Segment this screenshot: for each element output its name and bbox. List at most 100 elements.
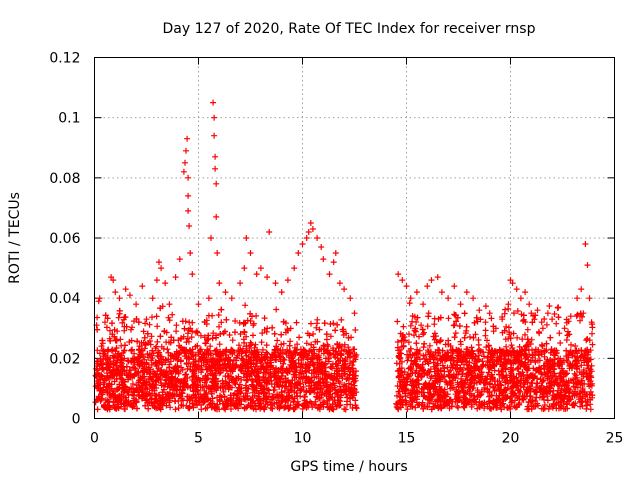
data-point [566,393,573,400]
data-point [579,313,585,320]
data-point [333,403,340,410]
data-point [110,277,117,284]
data-point [420,405,427,412]
data-point [213,334,219,341]
data-point [441,398,448,405]
data-point [486,405,493,412]
data-point [525,399,532,406]
data-point [213,180,220,187]
data-point [152,378,159,385]
data-point [210,382,217,389]
data-point [426,397,433,404]
x-tick-label: 0 [90,431,99,447]
y-tick-label: 0.12 [49,51,80,67]
data-point [413,319,420,325]
data-point [119,319,126,326]
data-point [525,405,532,412]
data-point [428,277,435,284]
data-point [500,400,507,407]
data-point [121,327,128,334]
data-point [584,346,591,353]
data-point [584,262,591,269]
data-point [244,403,251,410]
data-point [226,373,232,380]
data-point [258,383,264,390]
data-point [495,357,501,364]
data-point [525,386,532,393]
data-point [323,331,330,338]
data-point [308,320,314,327]
data-point [557,373,564,380]
data-point [210,376,217,383]
data-point [274,337,281,344]
data-point [515,350,522,357]
data-point [447,357,454,364]
data-point [215,351,222,358]
data-point [333,360,340,367]
data-point [411,351,418,358]
data-point [143,360,150,367]
data-point [482,319,489,326]
data-point [569,402,576,409]
data-point [189,271,196,278]
data-point [149,385,156,392]
y-tick-label: 0.02 [49,351,80,367]
data-point [513,286,520,293]
data-point [201,319,208,325]
data-point [338,352,345,359]
data-point [543,383,550,390]
data-point [310,331,317,337]
data-point [146,370,153,376]
data-point [233,375,240,382]
data-point [451,334,458,341]
data-point [121,347,128,354]
data-point [461,310,468,317]
data-point [406,331,412,338]
data-point [260,390,267,397]
data-point [347,368,354,375]
data-point [532,357,539,364]
data-point [452,312,458,318]
data-point [228,377,235,384]
data-point [159,394,166,400]
data-point [217,331,224,337]
data-point [431,315,438,322]
data-point [116,310,123,317]
data-point [312,402,319,409]
data-point [128,385,135,392]
data-point [211,132,218,139]
data-point [437,314,444,321]
data-point [322,371,329,378]
data-point [316,326,323,333]
data-point [192,362,199,369]
data-point [574,311,581,318]
data-point [261,326,268,333]
data-point [149,402,156,409]
data-point [285,405,292,412]
data-point [131,350,138,357]
data-point [514,382,521,389]
data-point [271,349,278,356]
data-point [179,366,186,373]
data-point [94,347,101,354]
data-point [243,347,250,354]
data-point [475,341,482,348]
data-point [216,280,223,287]
data-point [243,377,250,384]
data-point [271,330,278,337]
data-point [183,371,190,378]
data-point [250,332,256,339]
data-point [447,380,454,387]
data-point [309,226,316,232]
data-point [572,357,579,364]
data-point [500,361,507,368]
data-point [579,395,586,402]
data-point [212,165,219,172]
data-point [529,352,536,359]
data-point [145,366,152,373]
data-point [109,374,115,381]
data-point [238,367,245,374]
data-point [143,316,150,323]
data-point [115,314,122,321]
data-point [117,336,124,343]
